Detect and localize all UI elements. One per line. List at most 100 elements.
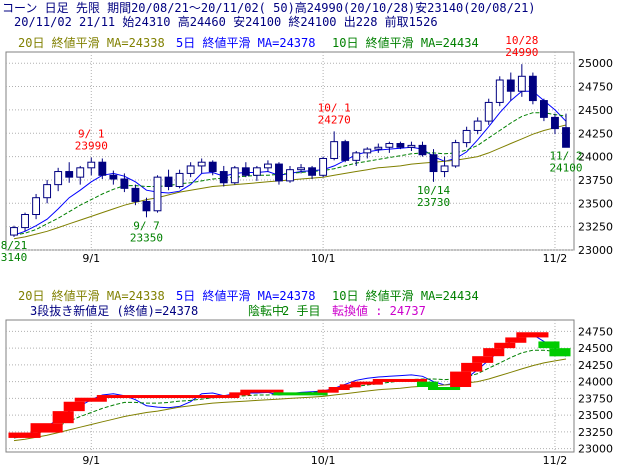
lower-x-tick-label: 11/2 [543,454,568,467]
price-annotation-value: 23990 [75,140,108,153]
new-price-brick [63,401,85,412]
lower-legend-ma20: 20日 終値平滑 MA=24338 [18,289,165,303]
candle-body [109,174,118,180]
new-price-brick [494,342,516,349]
candle-body [506,79,515,92]
lower-legend-ma10: 10日 終値平滑 MA=24434 [332,289,479,303]
new-price-brick [428,387,461,391]
candle-body [308,167,317,176]
candle-body [407,144,416,148]
lower-frame [5,319,575,453]
candle-body [528,75,537,102]
candle-body [43,184,52,199]
upper-legend-ma20: 20日 終値平滑 MA=24338 [18,36,165,50]
lower-status-reversal: 転換値 : 24737 [332,304,426,318]
new-price-brick [328,387,350,391]
new-price-brick [483,348,505,357]
candle-body [429,154,438,173]
candle-body [32,197,41,216]
price-annotation-value: 24990 [505,46,538,59]
candle-body [208,161,217,173]
chart-header-line2: 20/11/02 21/11 始24310 高24460 安24100 終241… [14,15,438,29]
candle-body [562,127,570,148]
price-annotation-date: 9/ 7 [133,219,160,232]
candle-body [175,172,184,187]
candle-body [98,161,107,176]
lower-status-trend: 陰転中 [248,304,285,318]
lower-x-tick-label: 9/1 [82,454,100,467]
new-price-brick [8,432,41,438]
lower-status-value: 3段抜き新値足 (終値)=24378 [30,304,199,318]
new-price-brick [350,381,383,385]
new-price-brick [450,371,472,388]
price-annotation-value: 24270 [318,113,351,126]
candle-body [54,171,63,186]
price-annotation-value: 24100 [549,161,582,174]
upper-panel: 23000 23250 23500 23750 24000 24250 24500 24750… [1,34,613,265]
new-price-brick [339,384,361,388]
upper-y-tick-label: 25000 [578,57,613,70]
upper-legend-ma10: 10日 終値平滑 MA=24434 [332,36,479,50]
price-annotation-date: 9/ 1 [78,128,105,141]
candle-body [65,171,74,178]
lower-y-tick-label: 23500 [578,409,613,422]
upper-legend-ma5: 5日 終値平滑 MA=24378 [176,36,316,50]
lower-x-tick-label: 10/1 [311,454,336,467]
candle-body [341,141,350,161]
new-price-brick [52,411,74,424]
upper-y-tick-label: 23500 [578,197,613,210]
new-price-brick [30,423,63,433]
price-annotation-value: 3140 [1,251,28,264]
candle-body [164,176,173,187]
candle-body [230,167,239,184]
new-price-brick [96,395,240,399]
candle-body [219,171,228,184]
candle-body [363,148,372,154]
price-annotation-date: 10/14 [417,184,450,197]
new-price-brick [505,337,527,343]
new-price-brick [229,392,251,396]
upper-frame [5,51,575,251]
upper-y-tick-label: 24500 [578,104,613,117]
candle-body [10,227,18,236]
new-price-brick [549,348,571,357]
candle-body [186,165,195,174]
new-price-brick [472,356,494,363]
lower-y-tick-label: 24250 [578,359,613,372]
candle-body [385,143,394,148]
price-annotation-date: 8/21 [1,239,28,252]
lower-y-tick-label: 23250 [578,426,613,439]
candle-body [451,142,460,167]
upper-y-tick-label: 24000 [578,151,613,164]
candle-body [142,200,151,212]
candle-body [551,116,559,130]
candle-body [76,167,85,178]
candle-body [241,167,250,176]
price-annotation-date: 10/28 [505,34,538,47]
price-annotation-date: 10/ 1 [318,101,351,114]
candle-body [120,178,129,189]
lower-y-tick-label: 23000 [578,443,613,456]
upper-y-tick-label: 23000 [578,244,613,257]
lower-panel: 23000 23250 23500 23750 24000 24250 24500 24750… [5,319,613,467]
price-annotation-value: 23730 [417,196,450,209]
lower-status-step: 2 手目 [282,304,321,318]
new-price-brick [273,392,328,396]
candle-body [539,100,548,118]
candle-body [197,161,206,167]
new-price-brick [317,389,339,393]
lower-y-tick-label: 24750 [578,325,613,338]
new-price-brick [538,341,560,349]
candle-body [440,165,449,173]
candle-body [495,79,504,103]
upper-y-tick-label: 23750 [578,174,613,187]
new-price-brick [74,397,107,402]
price-annotation-date: 11/ 2 [549,149,582,162]
chart-header-line1: コーン 日足 先限 期間20/08/21～20/11/02( 50)高24990… [2,1,536,15]
upper-y-tick-label: 24250 [578,127,613,140]
candle-body [473,120,482,131]
new-price-brick [461,362,483,372]
lower-y-tick-label: 24500 [578,342,613,355]
candle-body [131,187,140,202]
